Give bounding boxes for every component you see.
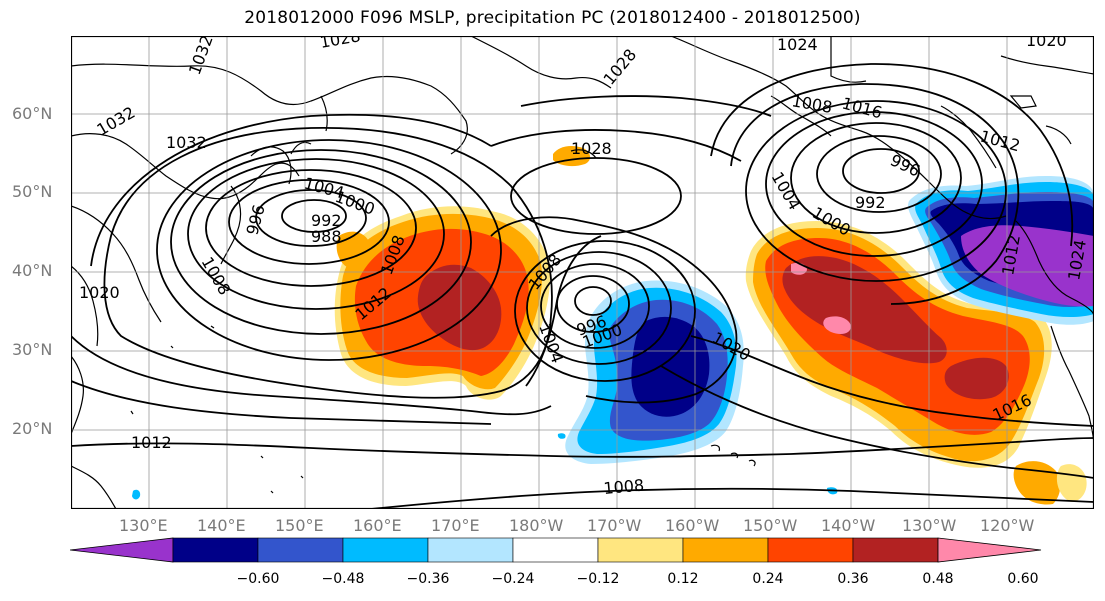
colorbar-swatch bbox=[767, 537, 854, 563]
colorbar-tick-label: −0.48 bbox=[321, 571, 365, 587]
isobar-label: 1020 bbox=[1026, 36, 1067, 50]
colorbar-tick-label: 0.36 bbox=[837, 571, 869, 587]
colorbar-swatch bbox=[427, 537, 514, 563]
lon-label-160w: 160°W bbox=[665, 516, 720, 535]
precip-colorbar bbox=[70, 537, 1042, 563]
colorbar-tick-label: 0.60 bbox=[1007, 571, 1039, 587]
precip-negative-specks bbox=[132, 433, 838, 500]
colorbar-tick-label: 0.48 bbox=[922, 571, 954, 587]
lon-label-140w: 140°W bbox=[821, 516, 876, 535]
precip-negative-east bbox=[908, 176, 1094, 325]
lon-label-130w: 130°W bbox=[902, 516, 957, 535]
colorbar-tick-label: 0.12 bbox=[667, 571, 699, 587]
lon-label-180w: 180°W bbox=[509, 516, 564, 535]
colorbar-swatch bbox=[257, 537, 344, 563]
colorbar-swatch bbox=[172, 537, 259, 563]
isobar-label: 992 bbox=[855, 193, 886, 212]
isobar-label: 1024 bbox=[777, 36, 818, 54]
precip-positive-east bbox=[745, 221, 1087, 505]
map-title: 2018012000 F096 MSLP, precipitation PC (… bbox=[244, 8, 861, 28]
map-frame bbox=[71, 36, 1094, 509]
colorbar-swatch bbox=[512, 537, 599, 563]
isobar-label: 1032 bbox=[166, 133, 207, 152]
colorbar-tick-label: −0.12 bbox=[576, 571, 620, 587]
lat-label-60n: 60°N bbox=[12, 104, 53, 123]
colorbar-swatch bbox=[342, 537, 429, 563]
colorbar-tick-label: 0.24 bbox=[752, 571, 784, 587]
colorbar-tick-label: −0.24 bbox=[491, 571, 535, 587]
colorbar-swatch bbox=[70, 537, 174, 563]
isobars bbox=[71, 63, 1094, 509]
isobar-label: 1028 bbox=[571, 139, 612, 158]
isobar-label: 992 bbox=[311, 211, 342, 230]
graticule bbox=[71, 36, 1094, 509]
isobar-label: 988 bbox=[311, 227, 342, 246]
lon-label-120w: 120°W bbox=[980, 516, 1035, 535]
mslp-precip-map: 1028 1032 1032 1032 1020 1028 1028 1024 … bbox=[71, 36, 1094, 509]
lat-label-20n: 20°N bbox=[12, 419, 53, 438]
lon-label-160e: 160°E bbox=[353, 516, 402, 535]
lon-label-170e: 170°E bbox=[431, 516, 480, 535]
isobar-label: 1008 bbox=[603, 476, 645, 498]
lon-label-140e: 140°E bbox=[197, 516, 246, 535]
isobar-label: 1012 bbox=[131, 433, 172, 452]
colorbar-swatch bbox=[682, 537, 769, 563]
lon-label-170w: 170°W bbox=[587, 516, 642, 535]
lon-label-150w: 150°W bbox=[743, 516, 798, 535]
colorbar-swatch bbox=[852, 537, 939, 563]
lat-label-30n: 30°N bbox=[12, 340, 53, 359]
lon-label-150e: 150°E bbox=[275, 516, 324, 535]
colorbar-tick-label: −0.36 bbox=[406, 571, 450, 587]
lon-label-130e: 130°E bbox=[119, 516, 168, 535]
lat-label-50n: 50°N bbox=[12, 182, 53, 201]
lat-label-40n: 40°N bbox=[12, 261, 53, 280]
coastlines bbox=[71, 36, 1094, 509]
colorbar-tick-label: −0.60 bbox=[236, 571, 280, 587]
colorbar-swatch bbox=[597, 537, 684, 563]
colorbar-swatch bbox=[937, 537, 1042, 563]
isobar-label: 1020 bbox=[79, 283, 120, 302]
